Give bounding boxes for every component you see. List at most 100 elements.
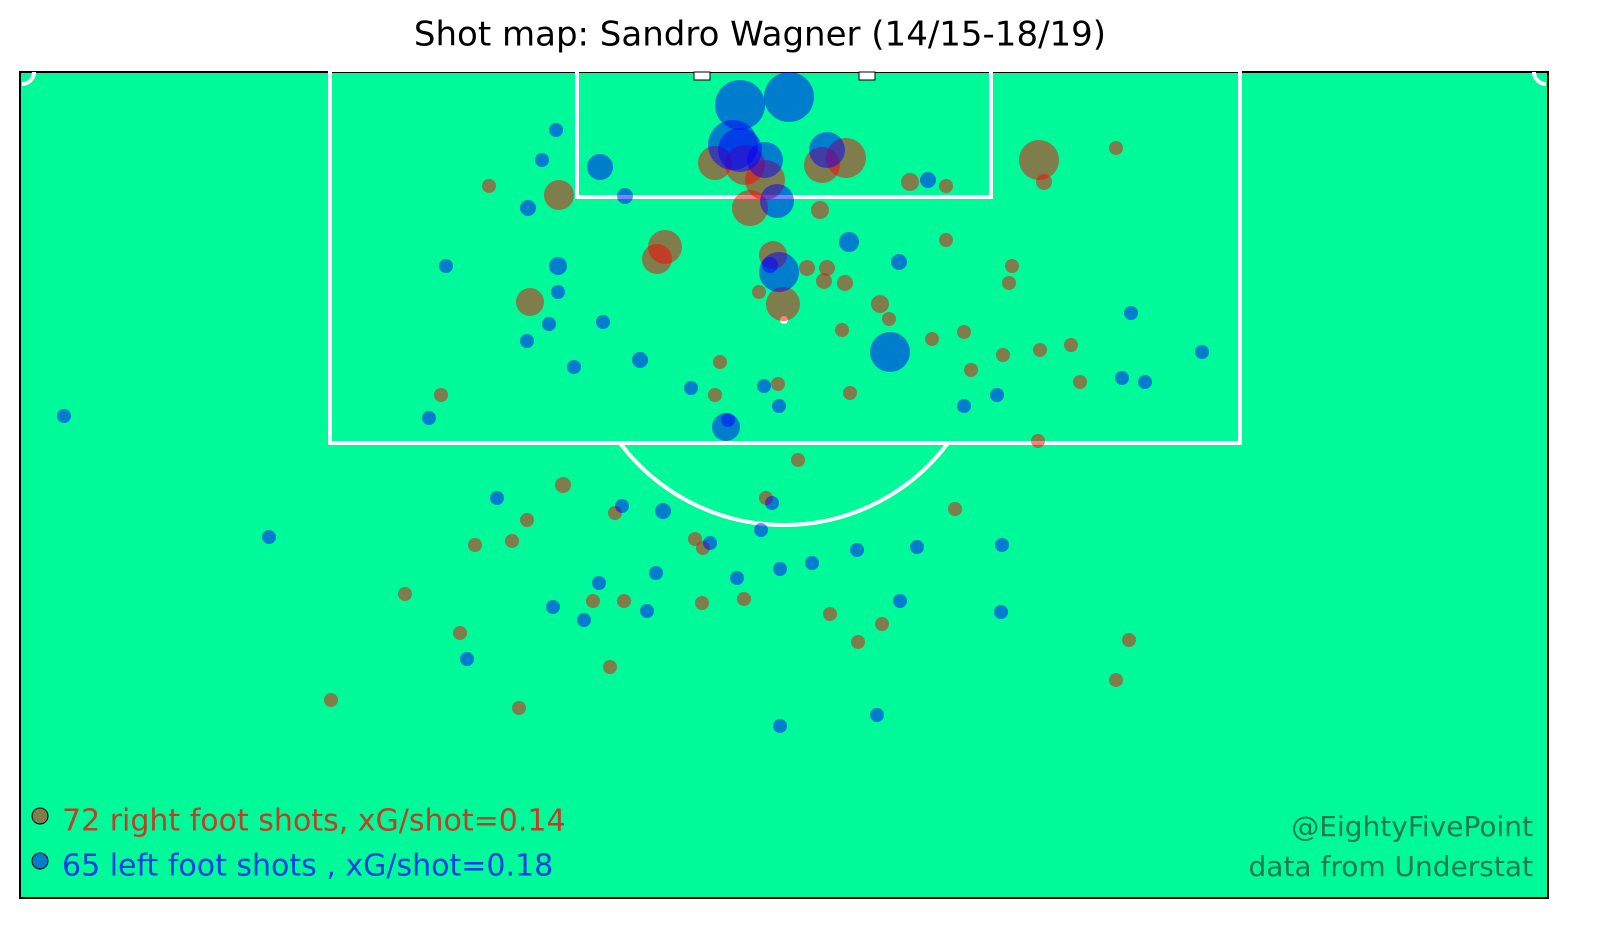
shot [567, 360, 581, 374]
shot [811, 201, 829, 219]
shot [1036, 174, 1052, 190]
shot [732, 190, 768, 226]
shot [1138, 375, 1152, 389]
shot [596, 315, 610, 329]
shot [640, 604, 654, 618]
credit: @EightyFivePoint [1291, 810, 1533, 843]
shot [422, 411, 436, 425]
shot [262, 530, 276, 544]
shot [816, 273, 832, 289]
shot [632, 352, 648, 368]
shot [996, 348, 1010, 362]
shot [684, 381, 698, 395]
shot [799, 260, 815, 276]
shot [957, 399, 971, 413]
chart-title: Shot map: Sandro Wagner (14/15-18/19) [414, 15, 1106, 55]
shot [957, 325, 971, 339]
shot [617, 594, 631, 608]
shots [57, 72, 1209, 733]
shot [754, 523, 768, 537]
shot [875, 617, 889, 631]
shot [1019, 140, 1059, 180]
shot [577, 613, 591, 627]
shot [549, 123, 563, 137]
shot [925, 332, 939, 346]
shot [773, 719, 787, 733]
shot [893, 594, 907, 608]
shot [587, 154, 613, 180]
shot [512, 701, 526, 715]
shot [468, 538, 482, 552]
shot [695, 596, 709, 610]
goal-post [693, 71, 711, 81]
shot [948, 502, 962, 516]
shot [901, 173, 919, 191]
shot [642, 244, 672, 274]
shot [994, 605, 1008, 619]
shot [490, 491, 504, 505]
legend-marker [31, 807, 49, 825]
shot [766, 287, 800, 321]
shot [870, 332, 910, 372]
shot [57, 409, 71, 423]
shot [544, 180, 574, 210]
shot [871, 295, 889, 313]
shot [835, 323, 849, 337]
shot [535, 153, 549, 167]
shot [1033, 343, 1047, 357]
shot [939, 233, 953, 247]
shot [615, 499, 629, 513]
shot [398, 587, 412, 601]
shot [910, 540, 924, 554]
shot [843, 386, 857, 400]
shot [324, 693, 338, 707]
corner-arc [1532, 71, 1547, 86]
shot [520, 513, 534, 527]
shot [520, 200, 536, 216]
shot [1109, 673, 1123, 687]
shot [586, 594, 600, 608]
shot [542, 317, 556, 331]
shot [1195, 345, 1209, 359]
shot [995, 538, 1009, 552]
shot [549, 257, 567, 275]
legend-label: 72 right foot shots, xG/shot=0.14 [62, 804, 566, 839]
shot [712, 413, 740, 441]
shot [1124, 306, 1138, 320]
shot [453, 626, 467, 640]
shot [939, 179, 953, 193]
shot [920, 172, 936, 188]
shot [655, 503, 671, 519]
shot [773, 562, 787, 576]
legend: 72 right foot shots, xG/shot=0.14 65 left… [31, 804, 566, 884]
shot [1122, 633, 1136, 647]
shot [870, 708, 884, 722]
shot [730, 571, 744, 585]
shot [757, 379, 771, 393]
shot [764, 72, 814, 122]
shot [1002, 276, 1016, 290]
shot [765, 496, 779, 510]
shot [1005, 259, 1019, 273]
shot [759, 252, 799, 292]
shot [762, 257, 778, 273]
shot [772, 399, 786, 413]
shot [708, 388, 722, 402]
penalty-arc [618, 441, 950, 527]
shot [752, 285, 766, 299]
shot [809, 132, 845, 168]
legend-marker [31, 852, 49, 870]
shot [1031, 434, 1045, 448]
shot [546, 600, 560, 614]
shot [460, 652, 474, 666]
shot [516, 288, 544, 316]
shot [688, 532, 702, 546]
shot [747, 142, 783, 178]
shot [791, 453, 805, 467]
shot [1073, 375, 1087, 389]
shot [482, 179, 496, 193]
shot [520, 334, 534, 348]
corner-arc [21, 71, 36, 86]
shot [737, 592, 751, 606]
shot [555, 477, 571, 493]
